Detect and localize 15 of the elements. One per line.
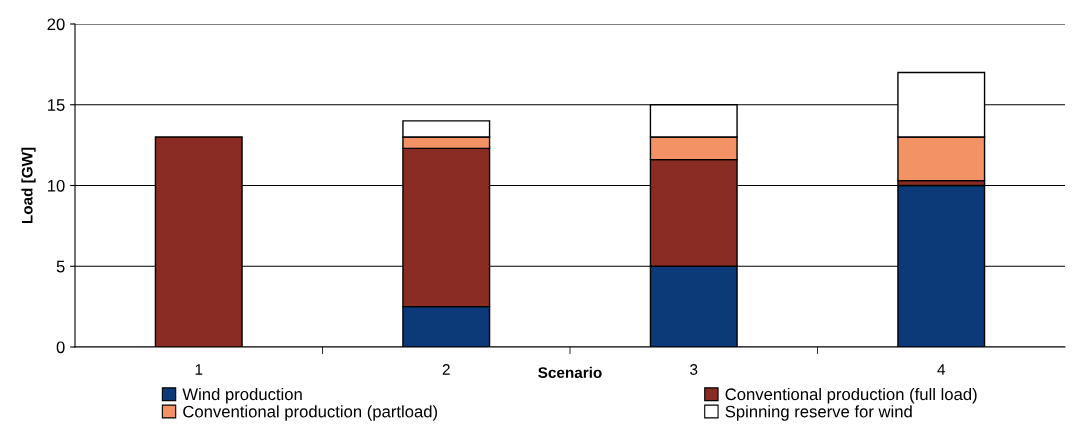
y-tick-label: 10 bbox=[48, 179, 65, 192]
x-tick-label: 2 bbox=[442, 364, 450, 375]
legend-label: Spinning reserve for wind bbox=[725, 405, 912, 421]
legend-label: Wind production bbox=[182, 387, 302, 404]
y-axis-title: Load [GW] bbox=[21, 147, 36, 224]
legend-label: Conventional production (full load) bbox=[725, 387, 977, 404]
x-tick-label: 4 bbox=[937, 364, 946, 375]
x-tick-label: 3 bbox=[690, 364, 698, 375]
y-tick-label: 15 bbox=[48, 99, 65, 111]
legend-label: Conventional production (partload) bbox=[183, 405, 438, 421]
y-tick-label: 5 bbox=[56, 260, 65, 273]
y-tick-label: 20 bbox=[47, 18, 65, 31]
y-tick-label: 0 bbox=[56, 341, 65, 354]
x-axis-title: Scenario bbox=[538, 366, 602, 379]
x-tick-label: 1 bbox=[195, 364, 203, 375]
